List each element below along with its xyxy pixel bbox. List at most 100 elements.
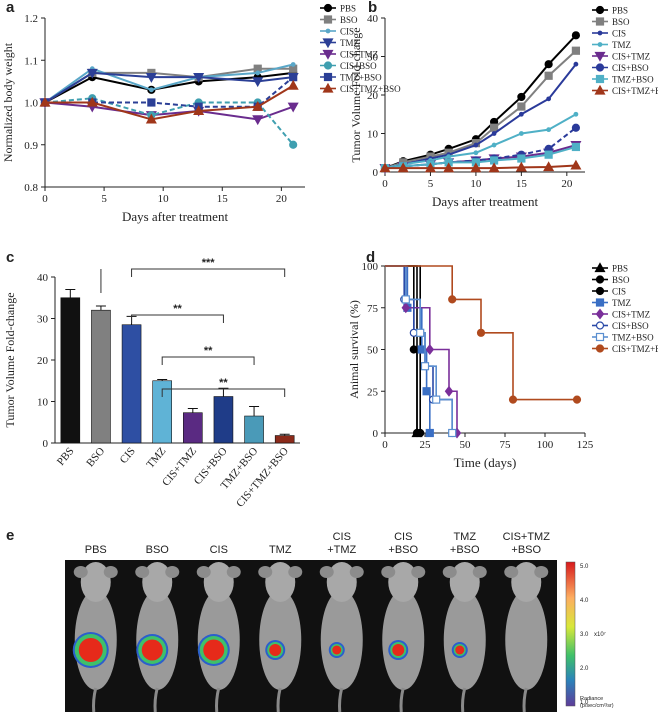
x-tick-label: TMZ bbox=[144, 445, 168, 471]
colorbar-label: 4.0 bbox=[580, 598, 589, 604]
panel-label: c bbox=[6, 249, 14, 266]
legend-label: TMZ bbox=[612, 298, 631, 308]
legend-marker bbox=[595, 332, 605, 342]
legend-label: TMZ+BSO bbox=[340, 73, 382, 83]
survival-curve bbox=[385, 265, 577, 401]
marker bbox=[193, 105, 205, 116]
marker bbox=[86, 96, 98, 107]
marker bbox=[443, 162, 455, 173]
bar bbox=[91, 309, 111, 444]
y-tick-label: 0 bbox=[373, 428, 379, 440]
group-label: CIS+TMZ bbox=[503, 531, 551, 543]
y-tick-label: 30 bbox=[37, 314, 49, 326]
y-axis-title: Animal survival (%) bbox=[347, 300, 361, 399]
marker bbox=[289, 140, 298, 149]
legend-marker bbox=[595, 344, 605, 353]
marker bbox=[544, 150, 553, 159]
signal-core bbox=[332, 645, 342, 655]
x-tick-label: 10 bbox=[470, 178, 482, 190]
marker bbox=[432, 395, 441, 404]
legend-label: CIS+TMZ+BSO bbox=[612, 86, 658, 96]
legend-marker bbox=[325, 28, 331, 34]
legend-marker bbox=[322, 49, 334, 60]
mouse-head bbox=[80, 562, 111, 602]
x-tick-label: 125 bbox=[577, 439, 594, 451]
marker bbox=[448, 295, 457, 304]
y-tick-label: 25 bbox=[367, 386, 379, 398]
legend-label: CIS+TMZ bbox=[612, 310, 650, 320]
legend-marker bbox=[595, 5, 605, 15]
marker bbox=[473, 150, 479, 156]
bracket bbox=[161, 388, 286, 397]
legend-marker bbox=[323, 15, 333, 24]
x-axis-title: Days after treatment bbox=[432, 194, 539, 209]
y-tick-label: 40 bbox=[37, 272, 49, 284]
x-tick-label: 10 bbox=[158, 193, 170, 205]
mouse-ear bbox=[258, 566, 273, 578]
marker bbox=[147, 98, 156, 107]
group-label: TMZ bbox=[269, 544, 292, 556]
mouse-ear bbox=[504, 566, 519, 578]
mouse-tail bbox=[461, 687, 467, 713]
legend-marker bbox=[595, 298, 605, 307]
legend-label: TMZ+BSO bbox=[612, 75, 654, 85]
marker bbox=[287, 79, 299, 90]
series-line bbox=[45, 76, 294, 108]
marker bbox=[571, 31, 581, 40]
marker bbox=[444, 385, 454, 397]
x-tick-label: 0 bbox=[382, 439, 388, 451]
significance: ** bbox=[204, 345, 213, 357]
mouse-ear bbox=[381, 566, 396, 578]
y-tick-label: 0 bbox=[373, 167, 379, 179]
mouse-tail bbox=[399, 687, 405, 713]
legend-label: PBS bbox=[612, 264, 628, 274]
bar bbox=[183, 412, 203, 444]
legend-label: CIS+TMZ bbox=[612, 52, 650, 62]
error-bar bbox=[157, 379, 168, 381]
y-tick-label: 75 bbox=[367, 303, 379, 315]
signal-core bbox=[141, 639, 163, 661]
y-tick-label: 100 bbox=[362, 261, 379, 273]
marker bbox=[508, 395, 518, 404]
marker bbox=[422, 387, 431, 396]
mouse-head bbox=[265, 562, 296, 602]
mouse-ear bbox=[196, 566, 211, 578]
y-tick-label: 50 bbox=[367, 345, 379, 357]
colorbar-unit: x10⁷ bbox=[594, 631, 606, 638]
error-bar bbox=[65, 288, 76, 298]
survival-curve bbox=[385, 265, 453, 433]
panel-label: e bbox=[6, 527, 14, 544]
legend-label: CIS+TMZ+BSO bbox=[612, 344, 658, 354]
legend-label: PBS bbox=[340, 4, 356, 14]
legend-marker bbox=[323, 72, 333, 82]
legend-marker bbox=[323, 3, 333, 13]
marker bbox=[193, 73, 205, 83]
group-label: CIS bbox=[333, 531, 351, 543]
legend-marker bbox=[594, 84, 606, 95]
group-label: CIS bbox=[210, 544, 228, 556]
error-bar bbox=[279, 433, 290, 436]
mouse-body bbox=[320, 590, 363, 690]
legend-label: CIS bbox=[612, 29, 626, 39]
group-label: PBS bbox=[85, 544, 107, 556]
marker bbox=[544, 60, 553, 69]
marker bbox=[252, 101, 264, 111]
marker bbox=[517, 92, 526, 102]
legend-marker bbox=[597, 42, 603, 47]
group-label: CIS bbox=[394, 531, 412, 543]
mouse-tail bbox=[215, 687, 221, 713]
significance: ** bbox=[219, 377, 228, 389]
y-axis-title: Tumor Volume Fold-change bbox=[3, 292, 17, 427]
legend-marker bbox=[323, 61, 333, 70]
mouse-tail bbox=[92, 687, 98, 713]
mouse-head bbox=[449, 562, 480, 602]
marker bbox=[473, 142, 479, 148]
y-tick-label: 0.8 bbox=[24, 182, 38, 194]
legend-label: CIS+TMZ+BSO bbox=[340, 84, 401, 94]
y-tick-label: 1.0 bbox=[24, 98, 38, 110]
legend-label: TMZ bbox=[340, 38, 359, 48]
legend-marker bbox=[595, 286, 605, 296]
marker bbox=[573, 61, 579, 67]
y-tick-label: 40 bbox=[367, 13, 379, 25]
